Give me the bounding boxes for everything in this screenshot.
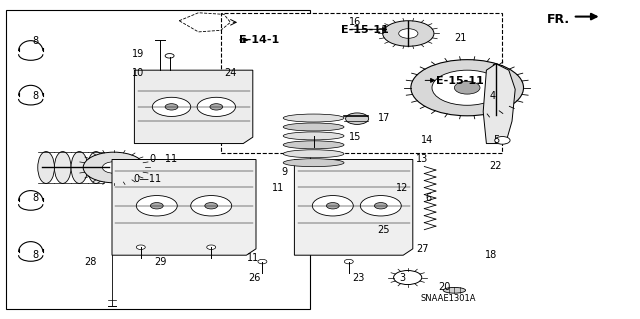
Circle shape xyxy=(326,203,339,209)
Circle shape xyxy=(136,196,177,216)
Text: 12: 12 xyxy=(396,183,408,193)
Text: 8: 8 xyxy=(32,193,38,203)
Text: E-15-11: E-15-11 xyxy=(341,25,388,35)
FancyBboxPatch shape xyxy=(221,13,502,153)
Text: 26: 26 xyxy=(248,272,261,283)
Circle shape xyxy=(493,64,499,67)
Circle shape xyxy=(360,196,401,216)
Circle shape xyxy=(493,96,499,99)
Ellipse shape xyxy=(284,114,344,122)
Ellipse shape xyxy=(284,150,344,158)
Circle shape xyxy=(152,97,191,116)
Text: 23: 23 xyxy=(352,272,365,283)
Polygon shape xyxy=(112,160,256,255)
Polygon shape xyxy=(483,64,515,144)
Text: 15: 15 xyxy=(349,132,362,142)
Text: 16: 16 xyxy=(349,17,362,27)
Text: 11: 11 xyxy=(246,253,259,263)
Text: 17: 17 xyxy=(378,113,390,123)
Text: 8: 8 xyxy=(32,91,38,101)
Text: 28: 28 xyxy=(84,256,97,267)
Circle shape xyxy=(210,104,223,110)
Text: 14: 14 xyxy=(421,135,434,145)
Text: 19: 19 xyxy=(131,49,144,59)
Circle shape xyxy=(344,259,353,264)
Circle shape xyxy=(102,162,125,173)
Circle shape xyxy=(205,203,218,209)
Text: E-14-1: E-14-1 xyxy=(239,35,279,45)
Circle shape xyxy=(432,70,502,105)
Circle shape xyxy=(83,152,145,183)
Circle shape xyxy=(493,101,499,104)
Circle shape xyxy=(454,81,480,94)
Text: 3: 3 xyxy=(399,272,405,283)
Circle shape xyxy=(191,196,232,216)
Circle shape xyxy=(383,21,434,46)
Circle shape xyxy=(493,112,499,115)
Polygon shape xyxy=(294,160,413,255)
Circle shape xyxy=(312,196,353,216)
Text: 24: 24 xyxy=(224,68,237,78)
Text: FR.: FR. xyxy=(547,13,570,26)
Text: 29: 29 xyxy=(154,256,166,267)
Ellipse shape xyxy=(284,123,344,131)
Circle shape xyxy=(207,245,216,249)
Circle shape xyxy=(411,60,524,116)
Circle shape xyxy=(493,80,499,83)
Circle shape xyxy=(309,133,318,138)
Ellipse shape xyxy=(54,152,71,183)
Circle shape xyxy=(197,97,236,116)
Text: SNAAE1301A: SNAAE1301A xyxy=(420,294,476,303)
Text: 18: 18 xyxy=(485,250,498,260)
Circle shape xyxy=(136,245,145,249)
Text: 10: 10 xyxy=(131,68,144,78)
Ellipse shape xyxy=(284,141,344,149)
Text: 8: 8 xyxy=(32,36,38,47)
Text: 0—11: 0—11 xyxy=(133,174,161,184)
Circle shape xyxy=(394,271,422,285)
Text: 21: 21 xyxy=(454,33,467,43)
Text: 22: 22 xyxy=(490,161,502,171)
Text: E-15-11: E-15-11 xyxy=(436,76,483,86)
Ellipse shape xyxy=(38,152,54,183)
Text: 0—11: 0—11 xyxy=(149,154,177,165)
Ellipse shape xyxy=(284,159,344,167)
Circle shape xyxy=(493,85,499,88)
Ellipse shape xyxy=(284,132,344,140)
Circle shape xyxy=(495,137,510,144)
Polygon shape xyxy=(134,70,253,144)
Circle shape xyxy=(493,75,499,77)
Text: 6: 6 xyxy=(426,193,432,203)
Circle shape xyxy=(493,107,499,109)
Text: 20: 20 xyxy=(438,282,451,292)
Circle shape xyxy=(150,203,163,209)
Circle shape xyxy=(374,203,387,209)
Circle shape xyxy=(258,259,267,264)
Text: 25: 25 xyxy=(378,225,390,235)
Ellipse shape xyxy=(88,152,104,183)
Circle shape xyxy=(493,91,499,93)
Circle shape xyxy=(399,29,418,38)
Circle shape xyxy=(493,70,499,72)
Ellipse shape xyxy=(443,287,466,293)
Circle shape xyxy=(165,104,178,110)
Circle shape xyxy=(346,113,369,124)
Text: 27: 27 xyxy=(416,244,429,254)
Text: 9: 9 xyxy=(282,167,288,177)
Text: 5: 5 xyxy=(493,135,499,145)
Ellipse shape xyxy=(71,152,88,183)
Circle shape xyxy=(165,54,174,58)
Text: 4: 4 xyxy=(490,91,496,101)
Text: 8: 8 xyxy=(32,250,38,260)
Text: 11: 11 xyxy=(272,183,285,193)
Text: 13: 13 xyxy=(416,154,429,165)
